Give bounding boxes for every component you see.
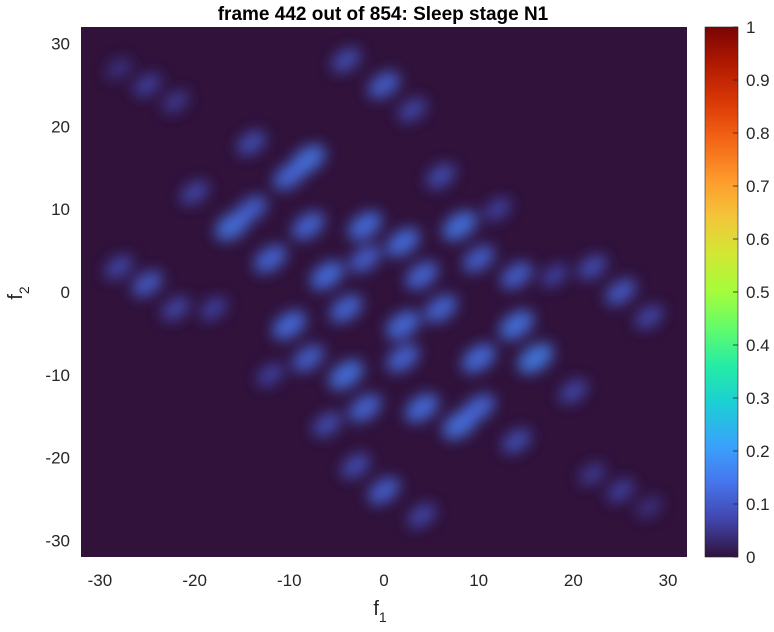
density-blob-8 [398,97,427,122]
density-blob-6 [367,71,401,99]
y-tick-label: 0 [61,283,70,302]
density-blob-53 [312,411,342,438]
density-blob-26 [462,245,495,273]
density-blob-7 [331,47,361,73]
x-axis-label: f1 [373,598,387,625]
density-blob-36 [499,310,534,341]
x-tick-label: 20 [564,571,583,590]
density-blob-15 [607,479,635,503]
colorbar-tick-label: 1 [746,18,755,37]
density-blob-34 [386,310,420,340]
density-blob-12 [367,477,401,505]
y-tick-label: 30 [51,35,70,54]
density-blob-17 [636,496,662,519]
density-blob-51 [540,263,569,288]
density-blob-40 [461,343,496,373]
density-blob-41 [517,342,554,374]
density-blob-16 [579,462,606,486]
colorbar-gradient [704,26,739,558]
colorbar: 0 0.1 0.2 0.3 0.4 0.5 0.6 0.7 0.8 0.9 1 [704,18,770,567]
density-blob-47 [180,180,209,205]
density-blob-55 [256,363,285,387]
density-blob-31 [500,261,533,290]
density-blob-21 [235,195,268,223]
density-blob-0 [133,73,161,97]
density-blob-52 [426,163,456,189]
density-blob-1 [162,90,189,113]
density-blob-25 [442,210,478,241]
density-blob-48 [236,130,267,156]
y-tick-label: -10 [45,366,70,385]
density-blob-24 [386,227,420,257]
chart-title: frame 442 out of 854: Sleep stage N1 [218,4,549,25]
y-tick-label: -20 [45,449,70,468]
density-blob-46 [559,379,588,404]
colorbar-tick-labels: 0 0.1 0.2 0.3 0.4 0.5 0.6 0.7 0.8 0.9 1 [733,18,770,567]
colorbar-tick-label: 0.7 [746,177,770,196]
y-tick-labels: 30 20 10 0 -10 -20 -30 [45,35,70,551]
density-blob-38 [328,359,364,390]
colorbar-tick-label: 0.8 [746,124,770,143]
density-blob-13 [340,453,371,479]
y-tick-label: 20 [51,117,70,136]
density-blob-30 [405,261,439,290]
density-blob-37 [292,344,325,372]
x-tick-label: 10 [469,571,488,590]
colorbar-tick-label: 0.3 [746,389,770,408]
colorbar-tick-label: 0.9 [746,71,770,90]
plot-area [81,27,687,557]
colorbar-tick-label: 0.4 [746,336,770,355]
density-blob-42 [348,393,382,423]
density-blob-32 [272,310,307,340]
x-tick-label: 0 [379,571,388,590]
density-blob-11 [634,304,664,329]
x-tick-label: -10 [277,571,302,590]
y-tick-label: -30 [45,531,70,550]
colorbar-tick-label: 0.6 [746,230,770,249]
density-blob-22 [291,211,325,240]
density-blob-14 [407,503,437,528]
colorbar-tick-label: 0.1 [746,495,770,514]
density-blob-35 [424,294,458,323]
density-blob-9 [605,278,637,306]
density-blob-50 [199,296,228,321]
y-axis-label: f2 [5,286,32,300]
density-blob-19 [272,161,306,191]
x-tick-label: 30 [659,571,678,590]
density-blob-45 [462,393,496,423]
density-blob-3 [131,270,163,298]
density-blob-10 [577,254,607,280]
x-tick-labels: -30 -20 -10 0 10 20 30 [88,571,678,590]
density-blob-33 [329,294,363,323]
density-blob-5 [161,296,190,321]
density-blob-49 [501,428,532,454]
colorbar-tick-label: 0.5 [746,283,770,302]
x-tick-label: -30 [88,571,113,590]
density-blob-28 [310,260,345,290]
x-tick-label: -20 [182,571,207,590]
density-blob-43 [404,393,439,423]
y-tick-label: 10 [51,200,70,219]
density-blob-39 [386,344,420,373]
colorbar-tick-label: 0.2 [746,442,770,461]
density-blob-2 [106,57,132,80]
colorbar-tick-label: 0 [746,548,755,567]
density-blob-29 [349,245,382,273]
density-blob-23 [348,211,382,241]
density-blob-54 [483,197,512,221]
density-blob-4 [104,255,134,280]
density-blob-27 [253,244,287,273]
density-field [104,47,664,528]
